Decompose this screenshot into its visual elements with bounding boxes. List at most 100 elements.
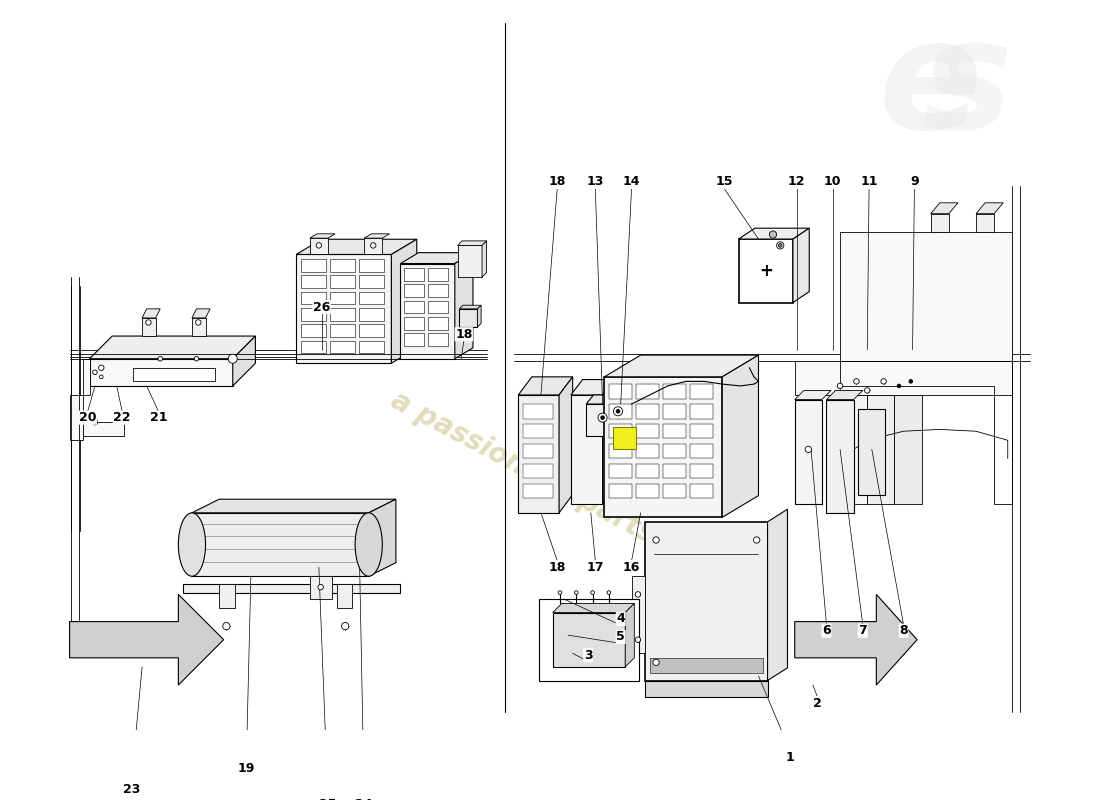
Polygon shape — [192, 309, 210, 318]
Circle shape — [228, 354, 238, 363]
Polygon shape — [330, 324, 355, 337]
Polygon shape — [458, 241, 486, 246]
Polygon shape — [233, 336, 255, 386]
Polygon shape — [300, 308, 326, 321]
Polygon shape — [219, 583, 235, 608]
Text: 18: 18 — [455, 328, 473, 341]
Polygon shape — [300, 292, 326, 304]
Polygon shape — [404, 268, 424, 281]
Text: 26: 26 — [312, 301, 330, 314]
Text: 8: 8 — [899, 624, 907, 637]
Polygon shape — [931, 214, 949, 232]
Polygon shape — [404, 317, 424, 330]
Text: 13: 13 — [586, 175, 604, 189]
Polygon shape — [330, 341, 355, 354]
Polygon shape — [404, 334, 424, 346]
Circle shape — [371, 242, 376, 248]
Polygon shape — [296, 254, 392, 363]
Polygon shape — [300, 275, 326, 288]
Polygon shape — [300, 324, 326, 337]
Circle shape — [614, 406, 623, 416]
Polygon shape — [359, 324, 384, 337]
Polygon shape — [310, 576, 332, 599]
Circle shape — [898, 384, 901, 388]
Polygon shape — [894, 395, 922, 504]
Text: 22: 22 — [113, 411, 131, 424]
Polygon shape — [69, 594, 223, 685]
Polygon shape — [460, 309, 477, 327]
Polygon shape — [691, 464, 713, 478]
Circle shape — [635, 592, 640, 597]
Circle shape — [616, 410, 619, 413]
Polygon shape — [142, 318, 156, 336]
Polygon shape — [330, 259, 355, 272]
Polygon shape — [793, 228, 810, 302]
Polygon shape — [518, 395, 559, 513]
Text: 4: 4 — [616, 612, 625, 626]
Polygon shape — [330, 308, 355, 321]
Text: 21: 21 — [150, 411, 167, 424]
Circle shape — [99, 375, 103, 378]
Circle shape — [99, 365, 104, 370]
Polygon shape — [794, 399, 822, 504]
Polygon shape — [738, 228, 810, 239]
Polygon shape — [604, 355, 759, 377]
Polygon shape — [364, 238, 383, 254]
Polygon shape — [603, 379, 615, 504]
Text: +: + — [759, 262, 772, 280]
Polygon shape — [691, 384, 713, 398]
Circle shape — [653, 659, 659, 666]
Polygon shape — [296, 239, 417, 254]
Polygon shape — [586, 404, 614, 436]
Polygon shape — [359, 275, 384, 288]
Circle shape — [805, 446, 812, 453]
Polygon shape — [69, 395, 84, 440]
Polygon shape — [826, 390, 862, 399]
Polygon shape — [663, 424, 686, 438]
Polygon shape — [723, 355, 759, 518]
Polygon shape — [636, 444, 659, 458]
Circle shape — [635, 637, 640, 642]
Circle shape — [316, 242, 321, 248]
Polygon shape — [192, 318, 206, 336]
Polygon shape — [840, 232, 1012, 362]
Polygon shape — [609, 384, 631, 398]
Polygon shape — [625, 603, 635, 667]
Polygon shape — [794, 362, 1012, 395]
Polygon shape — [192, 513, 368, 576]
Text: 6: 6 — [822, 624, 830, 637]
Polygon shape — [794, 594, 917, 685]
Polygon shape — [359, 308, 384, 321]
Polygon shape — [300, 341, 326, 354]
Polygon shape — [663, 444, 686, 458]
Text: 11: 11 — [860, 175, 878, 189]
Text: 16: 16 — [623, 561, 640, 574]
Text: 3: 3 — [584, 649, 593, 662]
Polygon shape — [133, 368, 214, 382]
Circle shape — [145, 320, 151, 325]
Polygon shape — [636, 384, 659, 398]
Circle shape — [779, 243, 782, 247]
Text: 2: 2 — [813, 697, 822, 710]
Text: e: e — [879, 12, 982, 162]
Text: 24: 24 — [355, 798, 373, 800]
Text: 17: 17 — [586, 561, 604, 574]
Circle shape — [591, 590, 594, 594]
Polygon shape — [428, 334, 448, 346]
Polygon shape — [482, 241, 486, 277]
Polygon shape — [691, 404, 713, 418]
Polygon shape — [663, 464, 686, 478]
Polygon shape — [84, 358, 89, 395]
Ellipse shape — [355, 513, 383, 576]
Circle shape — [881, 378, 887, 384]
Polygon shape — [330, 292, 355, 304]
Circle shape — [837, 383, 843, 389]
Text: 20: 20 — [79, 411, 97, 424]
Text: s: s — [922, 12, 1012, 162]
Polygon shape — [840, 395, 867, 504]
Circle shape — [158, 357, 163, 361]
Circle shape — [92, 419, 98, 425]
Polygon shape — [646, 681, 768, 697]
Polygon shape — [460, 306, 481, 309]
Polygon shape — [609, 444, 631, 458]
